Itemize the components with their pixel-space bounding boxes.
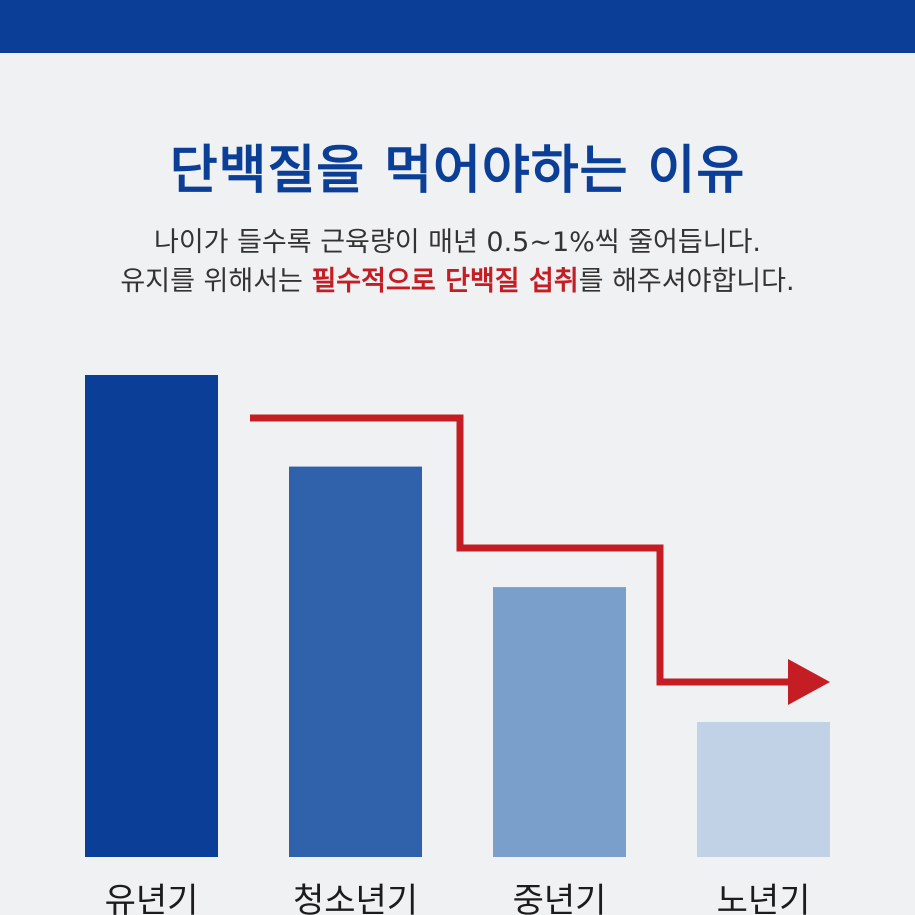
bar-1 bbox=[85, 375, 218, 857]
category-label: 청소년기 bbox=[293, 881, 418, 915]
subtitle-line-2: 유지를 위해서는 필수적으로 단백질 섭취를 해주셔야합니다. bbox=[0, 259, 915, 298]
page-title: 단백질을 먹어야하는 이유 bbox=[169, 141, 746, 201]
subtitle-line-2-end: 를 해주셔야합니다. bbox=[578, 266, 795, 297]
category-label: 노년기 bbox=[717, 881, 811, 915]
top-banner bbox=[0, 0, 915, 53]
subtitle-line-2-start: 유지를 위해서는 bbox=[120, 266, 312, 297]
trend-arrow-head bbox=[788, 659, 830, 705]
bar-4 bbox=[697, 722, 830, 857]
bar-3 bbox=[493, 587, 626, 857]
trend-arrow-line bbox=[250, 414, 795, 686]
category-label: 중년기 bbox=[513, 881, 607, 915]
bar-2 bbox=[289, 466, 422, 857]
subtitle-line-1: 나이가 들수록 근육량이 매년 0.5~1%씩 줄어듭니다. bbox=[153, 227, 761, 258]
subtitle-highlight: 필수적으로 단백질 섭취 bbox=[311, 266, 579, 297]
category-label: 유년기 bbox=[105, 881, 199, 915]
